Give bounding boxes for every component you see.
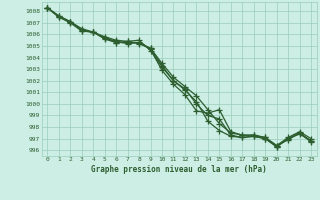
X-axis label: Graphe pression niveau de la mer (hPa): Graphe pression niveau de la mer (hPa) (91, 165, 267, 174)
